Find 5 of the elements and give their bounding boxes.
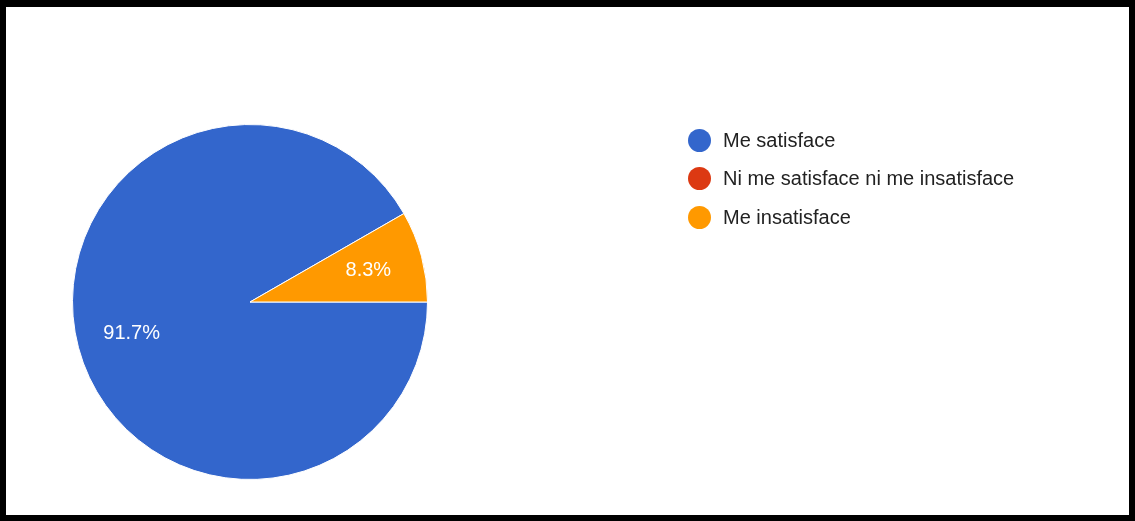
legend-label: Me satisface: [723, 128, 836, 152]
data-label: 8.3%: [345, 257, 392, 280]
data-label: 91.7%: [103, 321, 161, 344]
legend-label: Ni me satisface ni me insatisface: [723, 167, 1015, 191]
legend-label: Me insatisface: [723, 205, 851, 229]
